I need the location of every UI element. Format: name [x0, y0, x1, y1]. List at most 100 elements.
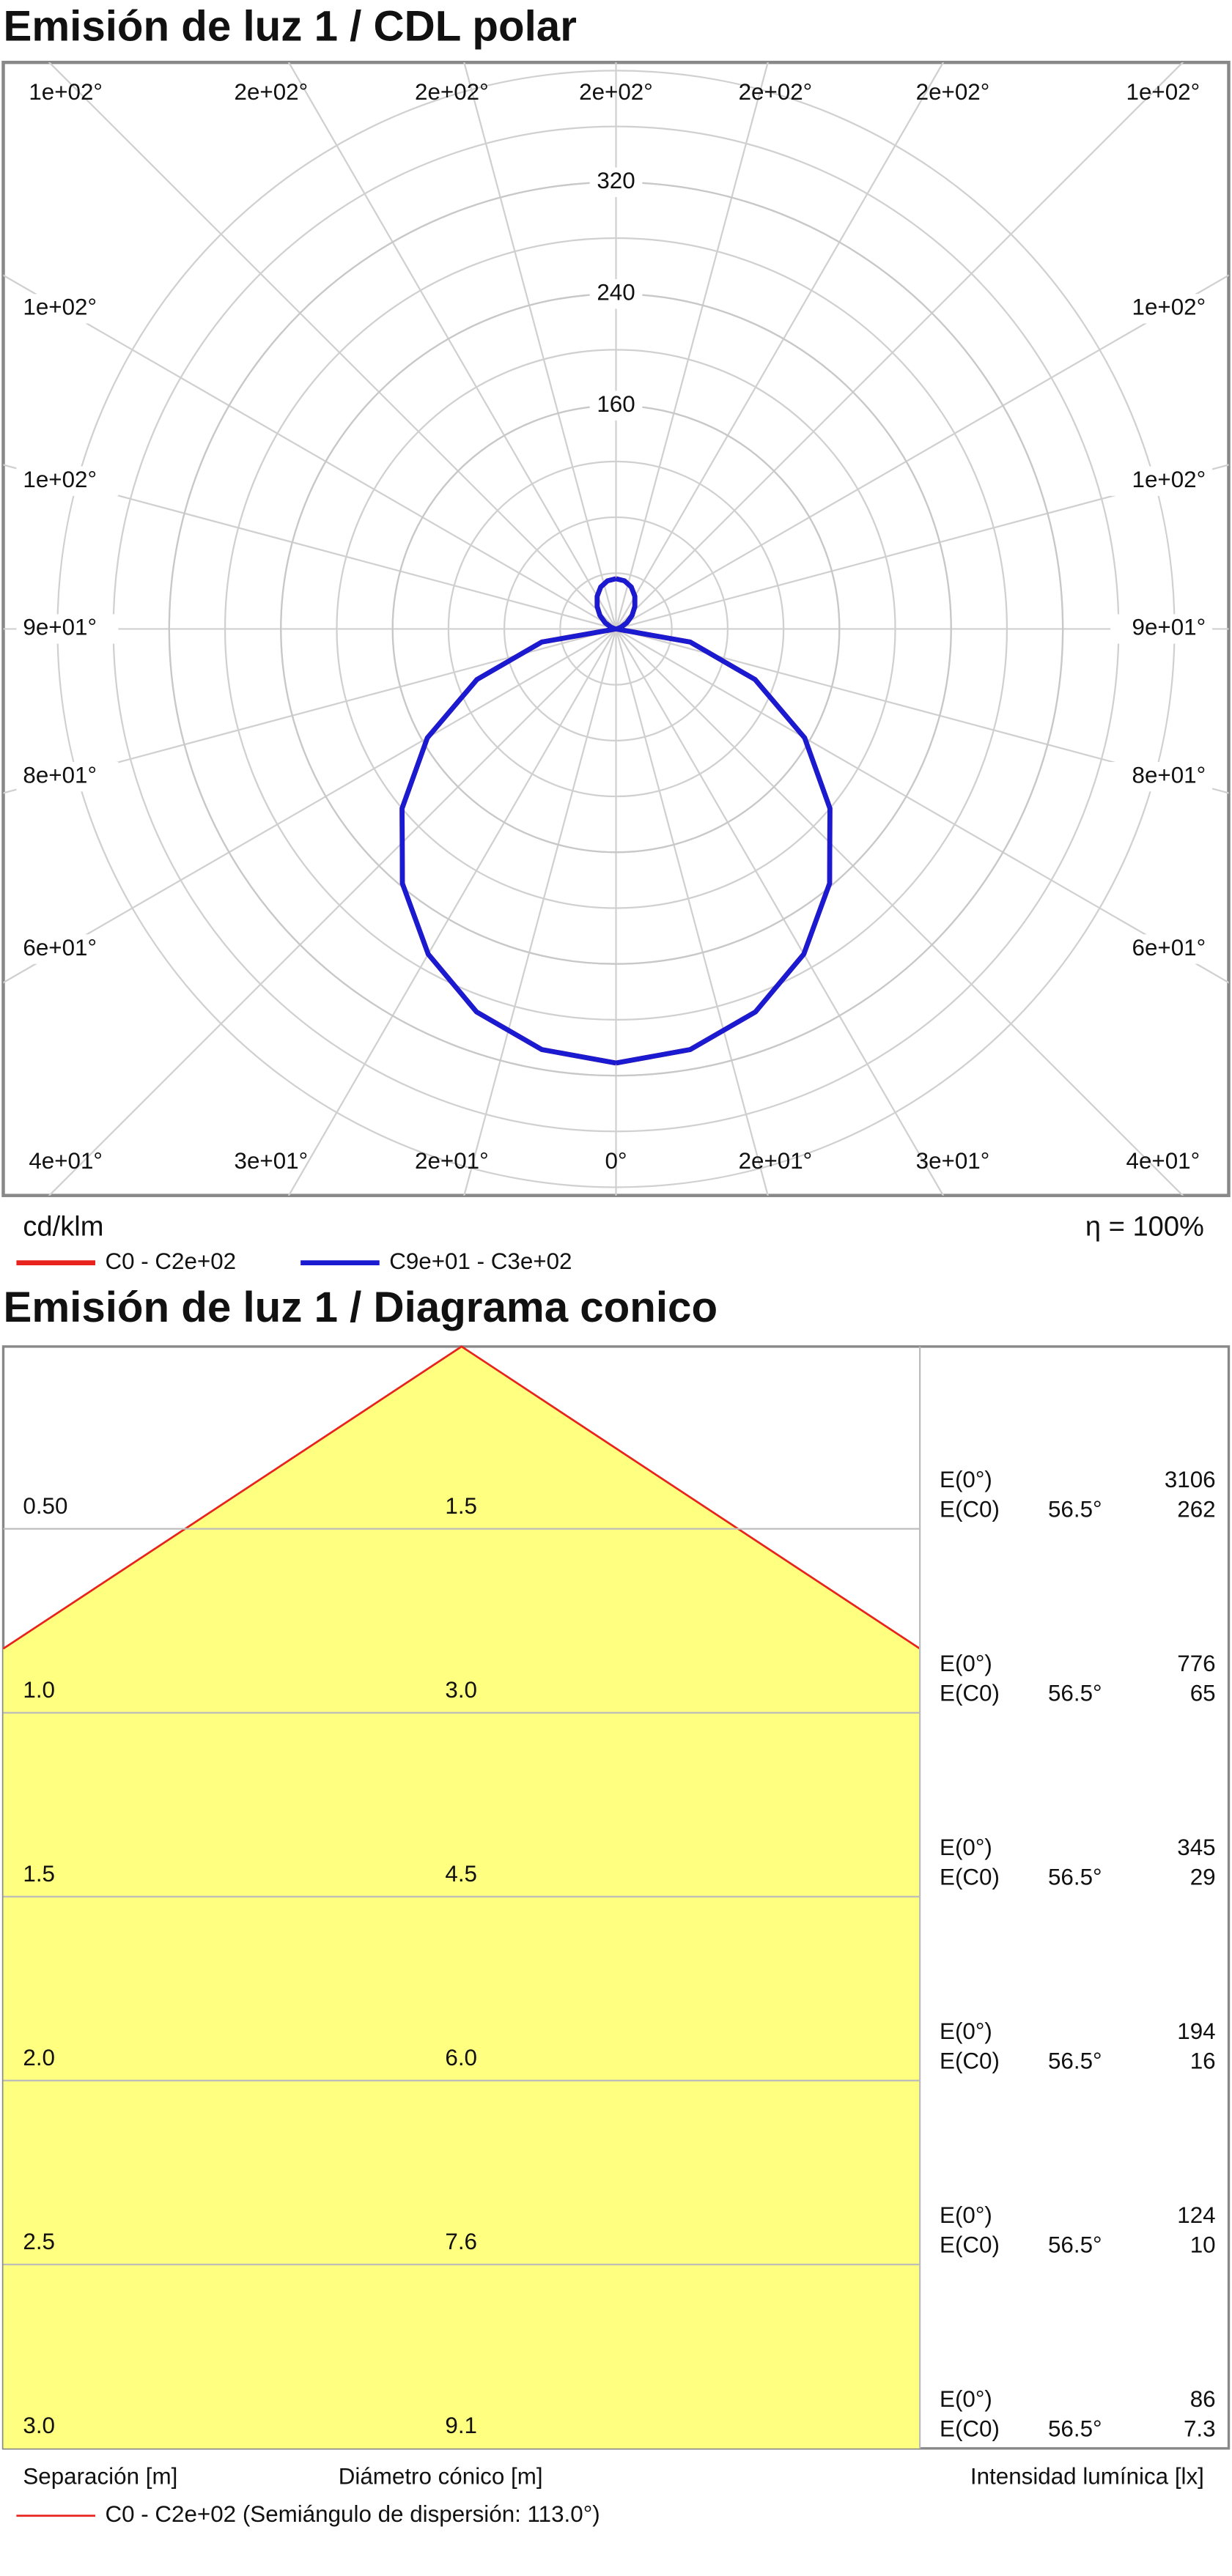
ring	[224, 237, 1008, 1021]
spoke	[615, 628, 1184, 1196]
spoke	[287, 628, 617, 1196]
label-bg	[16, 614, 119, 644]
ec0-value: 7.3	[1184, 2416, 1216, 2441]
diameter: 4.5	[445, 1861, 477, 1887]
diameter: 6.0	[445, 2045, 477, 2070]
label-bg	[1110, 761, 1213, 792]
efficiency-label: η = 100%	[1085, 1212, 1204, 1243]
label-bg	[1110, 614, 1213, 644]
r-tick-label: 160	[597, 391, 635, 417]
ec0-value: 65	[1190, 1680, 1216, 1706]
ring	[503, 516, 729, 741]
distance: 2.0	[23, 2045, 55, 2070]
label-bg	[1110, 294, 1213, 324]
label-bg	[1110, 934, 1213, 964]
spoke	[615, 62, 945, 630]
spoke	[615, 628, 1229, 984]
e0-label: E(0°)	[940, 2018, 992, 2044]
spoke	[48, 628, 617, 1196]
angle-label: 9e+01°	[23, 615, 97, 640]
ec0-label: E(C0)	[940, 2232, 1000, 2257]
spoke	[3, 274, 617, 630]
angle-label: 4e+01°	[1126, 1148, 1200, 1174]
spoke	[615, 62, 769, 629]
label-bg	[16, 294, 119, 324]
angle-label: 1e+02°	[23, 295, 97, 320]
r-tick-label: 320	[597, 168, 635, 193]
spoke	[287, 62, 617, 630]
ec0-label: E(C0)	[940, 1864, 1000, 1890]
e0-value: 345	[1177, 1835, 1215, 1860]
ec0-angle: 56.5°	[1048, 1680, 1102, 1706]
diameter: 1.5	[445, 1493, 477, 1519]
ring	[447, 460, 785, 798]
angle-label: 3e+01°	[916, 1148, 990, 1174]
label-bg	[16, 761, 119, 792]
spoke	[615, 62, 1184, 630]
spoke	[3, 464, 616, 630]
tick-bg	[589, 391, 643, 421]
label-bg	[16, 466, 119, 496]
spoke	[48, 62, 617, 630]
ec0-label: E(C0)	[940, 1496, 1000, 1522]
ring	[559, 572, 673, 686]
angle-label: 2e+02°	[415, 79, 489, 105]
x-label: Intensidad lumínica [lx]	[970, 2463, 1204, 2489]
e0-label: E(0°)	[940, 2202, 992, 2228]
r-tick-label: 240	[597, 279, 635, 305]
ec0-label: E(C0)	[940, 2416, 1000, 2441]
spoke	[3, 628, 616, 794]
distance: 1.0	[23, 1677, 55, 1703]
diameter: 7.6	[445, 2229, 477, 2254]
distance: 0.50	[23, 1493, 67, 1519]
angle-label: 2e+02°	[739, 79, 813, 105]
spoke	[616, 628, 1229, 794]
spoke	[615, 628, 945, 1196]
angle-label: 2e+02°	[579, 79, 653, 105]
spoke	[616, 464, 1229, 630]
polar-labels: 160 240 320 1e+02° 2e+02° 2e+02° 2e+02° 2e+02° 2…	[16, 79, 1213, 1174]
ec0-value: 29	[1190, 1864, 1216, 1890]
cone-title: Emisión de luz 1 / Diagrama conico	[3, 1284, 718, 1331]
ec0-label: E(C0)	[940, 1680, 1000, 1706]
e0-value: 3106	[1165, 1467, 1216, 1492]
angle-label: 1e+02°	[1132, 295, 1206, 320]
angle-label: 9e+01°	[1132, 615, 1206, 640]
diameter: 3.0	[445, 1677, 477, 1703]
e0-label: E(0°)	[940, 1835, 992, 1860]
angle-label: 1e+02°	[29, 79, 103, 105]
spoke	[615, 629, 769, 1196]
unit-label: cd/klm	[23, 1212, 103, 1243]
cone-edge	[2, 1345, 921, 1650]
cone-rows: 0.50 1.5 E(0°) 3106 E(C0) 56.5° 262 1.0 3.0 E(0°)…	[3, 1467, 1216, 2441]
angle-label: 6e+01°	[23, 935, 97, 961]
distance: 3.0	[23, 2413, 55, 2438]
spoke	[463, 629, 617, 1196]
e0-value: 194	[1177, 2018, 1215, 2044]
angle-label: 1e+02°	[23, 467, 97, 492]
e0-value: 776	[1177, 1651, 1215, 1676]
e0-label: E(0°)	[940, 1467, 992, 1492]
angle-label: 2e+01°	[415, 1148, 489, 1174]
ec0-value: 262	[1177, 1496, 1215, 1522]
intensity-curve	[399, 576, 617, 1066]
ec0-angle: 56.5°	[1048, 1864, 1102, 1890]
x-label: Diámetro cónico [m]	[339, 2463, 543, 2489]
x-label: Separación [m]	[23, 2463, 177, 2489]
polar-title: Emisión de luz 1 / CDL polar	[3, 3, 576, 51]
ec0-angle: 56.5°	[1048, 1496, 1102, 1522]
diameter: 9.1	[445, 2413, 477, 2438]
e0-value: 124	[1177, 2202, 1215, 2228]
ec0-value: 10	[1190, 2232, 1216, 2257]
legend-label: C0 - C2e+02 (Semiángulo de dispersión: 1…	[105, 2501, 600, 2527]
angle-label: 3e+01°	[235, 1148, 309, 1174]
ec0-value: 16	[1190, 2048, 1216, 2073]
spoke	[463, 62, 617, 629]
angle-label: 6e+01°	[1132, 935, 1206, 961]
angle-label: 8e+01°	[23, 762, 97, 788]
ec0-angle: 56.5°	[1048, 2232, 1102, 2257]
ring	[336, 349, 896, 909]
e0-value: 86	[1190, 2386, 1216, 2412]
angle-label: 8e+01°	[1132, 762, 1206, 788]
legend-label: C0 - C2e+02	[105, 1248, 236, 1274]
